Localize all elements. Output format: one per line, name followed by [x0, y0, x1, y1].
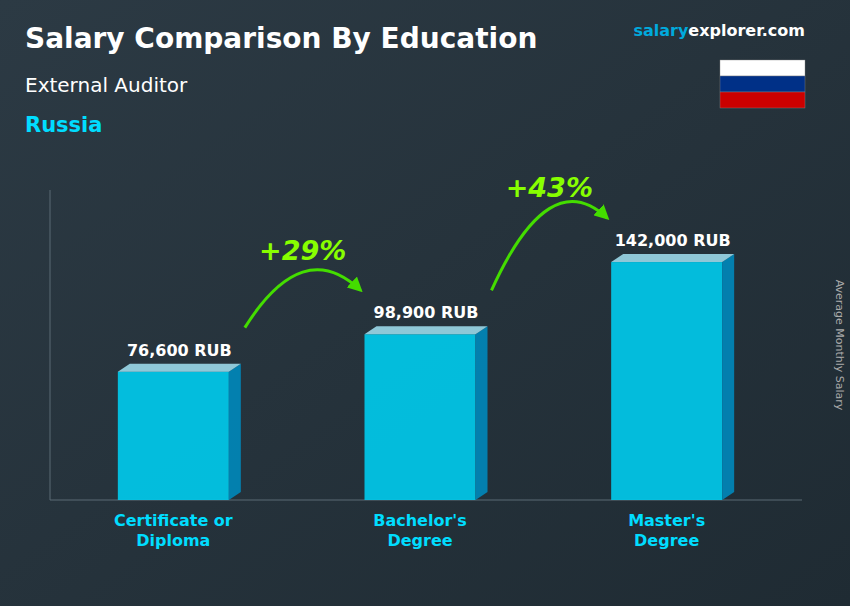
x-tick-label: Certificate orDiploma — [114, 511, 233, 550]
watermark-part: .com — [762, 21, 805, 40]
bar-side — [722, 254, 734, 500]
bar-top — [365, 326, 488, 334]
pct-label: +29% — [259, 235, 346, 266]
bars — [118, 254, 734, 500]
x-tick-label-line: Certificate or — [114, 511, 233, 530]
x-tick-label-line: Diploma — [136, 531, 210, 550]
x-tick-label-line: Degree — [634, 531, 699, 550]
data-label: 142,000 RUB — [615, 231, 731, 250]
bar — [365, 334, 476, 500]
x-tick-label: Master'sDegree — [628, 511, 705, 550]
flag-stripe — [720, 92, 805, 108]
title: Salary Comparison By Education — [25, 22, 537, 55]
bar-side — [229, 364, 241, 500]
background — [0, 0, 850, 606]
bar — [611, 262, 722, 500]
bar — [118, 372, 229, 500]
data-label: 76,600 RUB — [127, 341, 232, 360]
arc-arrow — [492, 201, 608, 290]
subtitle: External Auditor — [25, 73, 188, 97]
x-tick-label-line: Degree — [387, 531, 452, 550]
subtitle: Russia — [25, 113, 103, 137]
y-axis-line — [50, 190, 51, 500]
watermark: salaryexplorer.com — [633, 21, 805, 40]
x-tick-label: Bachelor'sDegree — [373, 511, 467, 550]
arc-arrow — [245, 270, 361, 328]
watermark-part: explorer — [688, 21, 764, 40]
x-tick-label-line: Master's — [628, 511, 705, 530]
flag-stripe — [720, 60, 805, 76]
pct-label: +43% — [506, 172, 593, 203]
flag-stripe — [720, 76, 805, 92]
chart: Salary Comparison By Education External A… — [0, 0, 850, 606]
x-tick-label-line: Bachelor's — [373, 511, 467, 530]
y-axis-label: Average Monthly Salary — [833, 280, 846, 411]
data-label: 98,900 RUB — [374, 303, 479, 322]
bar-top — [118, 364, 241, 372]
bar-top — [611, 254, 734, 262]
watermark-part: salary — [633, 21, 688, 40]
bar-side — [476, 326, 488, 500]
